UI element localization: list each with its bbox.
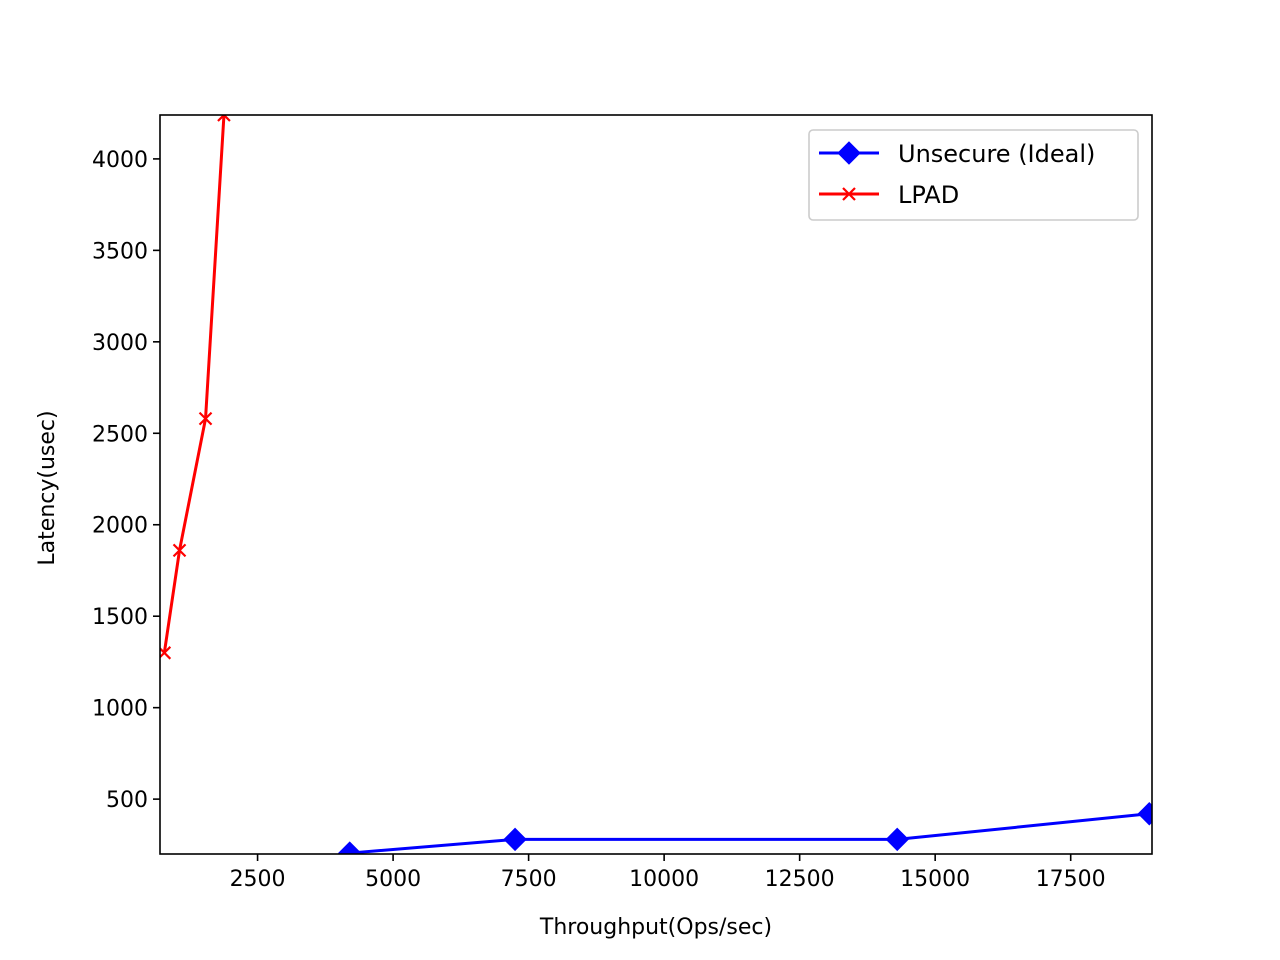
series-line [162, 115, 226, 654]
y-tick-label: 500 [106, 788, 148, 813]
x-tick-label: 12500 [765, 867, 835, 892]
series-line [349, 812, 1150, 854]
x-tick-label: 7500 [501, 867, 557, 892]
legend-box [808, 129, 1139, 221]
data-point [503, 827, 527, 852]
y-tick-label: 1500 [92, 605, 148, 630]
legend-marker [837, 141, 861, 165]
x-tick-label: 10000 [629, 867, 699, 892]
y-tick-label: 3000 [92, 331, 148, 356]
y-axis-label: Latency(usec) [35, 410, 60, 565]
legend-entry: LPAD [819, 181, 959, 209]
plot-frame [159, 114, 1153, 855]
y-tick-label: 3500 [92, 239, 148, 264]
data-point [1137, 802, 1152, 826]
data-point [172, 543, 187, 558]
data-point [198, 411, 213, 426]
y-tick-label: 2000 [92, 514, 148, 539]
series-unsecure-ideal [338, 802, 1152, 854]
legend-entry: Unsecure (Ideal) [819, 140, 1095, 168]
series-layer [160, 115, 1152, 854]
data-point [885, 827, 909, 852]
x-tick-label: 2500 [230, 867, 286, 892]
x-tick-label: 17500 [1036, 867, 1106, 892]
y-tick-label: 1000 [92, 697, 148, 722]
x-axis-label: Throughput(Ops/sec) [539, 915, 772, 940]
y-tick-label: 4000 [92, 148, 148, 173]
x-tick-label: 5000 [365, 867, 421, 892]
legend-label: LPAD [898, 181, 959, 209]
y-tick-label: 2500 [92, 422, 148, 447]
y-axis-ticks: 500 1000 1500 2000 2500 3000 3500 4000 [92, 148, 160, 813]
x-tick-label: 15000 [900, 867, 970, 892]
data-point [217, 115, 231, 122]
series-lpad [160, 115, 231, 660]
x-axis-ticks: 2500 5000 7500 10000 12500 15000 17500 [230, 854, 1106, 892]
data-point [338, 841, 362, 854]
legend: Unsecure (Ideal) LPAD [808, 129, 1139, 221]
legend-label: Unsecure (Ideal) [898, 140, 1095, 168]
legend-marker [842, 187, 856, 201]
